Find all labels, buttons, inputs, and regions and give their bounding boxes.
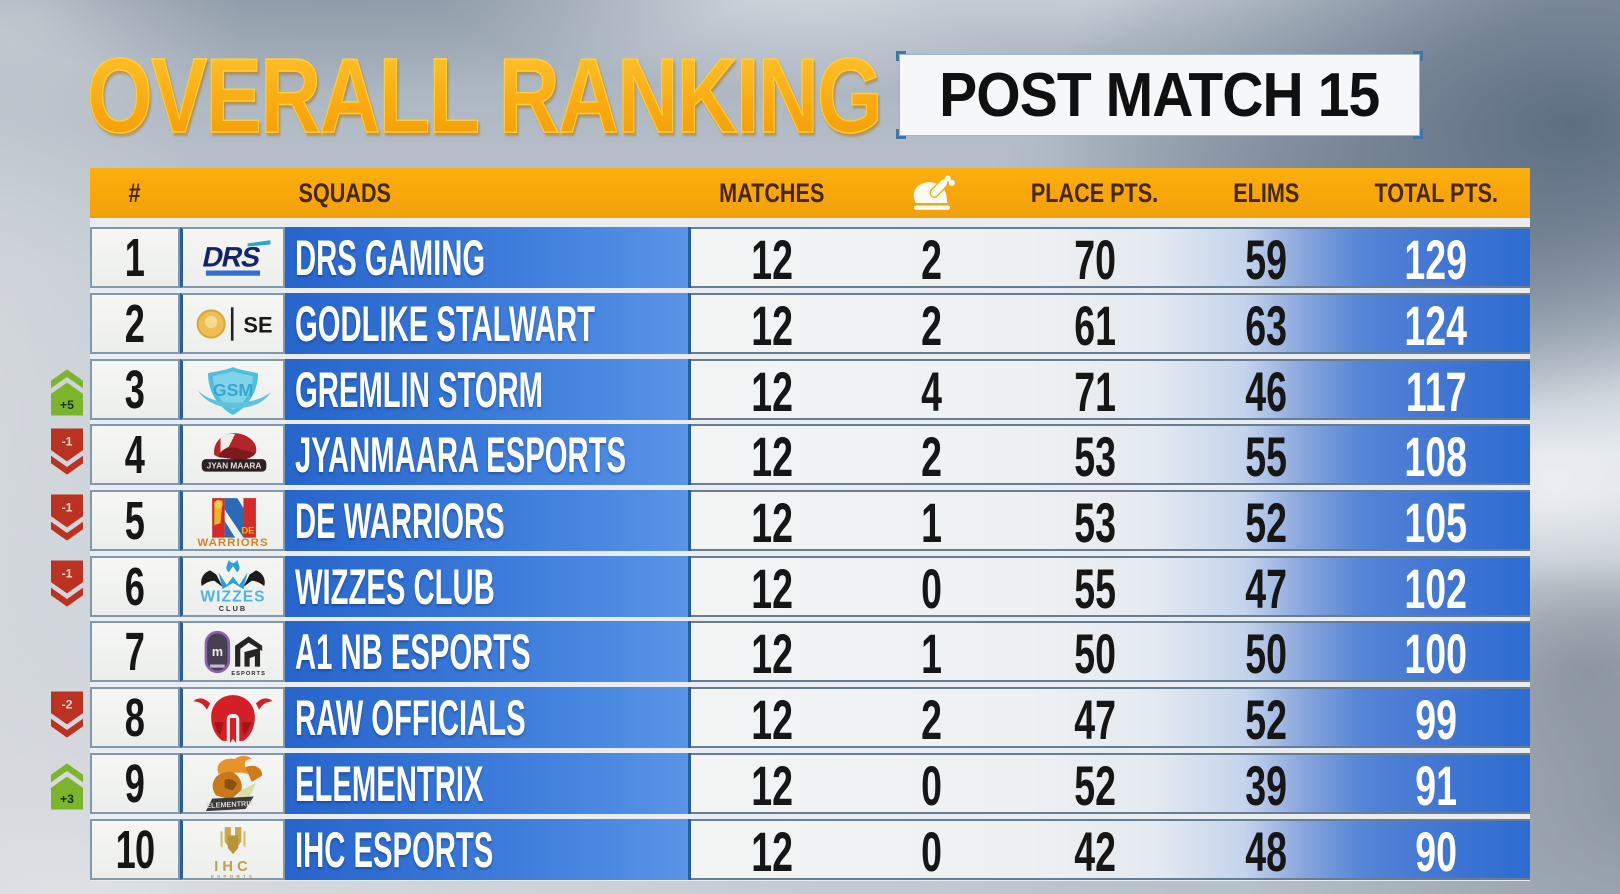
svg-text:+3: +3 xyxy=(60,792,74,806)
svg-text:WARRIORS: WARRIORS xyxy=(197,537,268,549)
svg-text:IHC: IHC xyxy=(214,858,252,874)
svg-text:JYAN MAARA: JYAN MAARA xyxy=(207,460,262,470)
svg-text:-1: -1 xyxy=(62,566,73,580)
svg-text:DE: DE xyxy=(241,525,254,535)
svg-text:ESPORTS: ESPORTS xyxy=(231,670,266,676)
svg-text:m: m xyxy=(212,645,223,659)
svg-text:WIZZES: WIZZES xyxy=(200,588,265,605)
svg-text:SE: SE xyxy=(243,312,272,337)
svg-text:ESPORTS: ESPORTS xyxy=(211,874,255,879)
svg-text:DRS: DRS xyxy=(200,241,263,273)
svg-text:-1: -1 xyxy=(62,434,73,448)
svg-text:+5: +5 xyxy=(60,398,74,412)
svg-text:GSM: GSM xyxy=(213,380,253,400)
svg-text:ELEMENTRIX: ELEMENTRIX xyxy=(206,798,253,809)
svg-text:CLUB: CLUB xyxy=(219,603,248,612)
svg-text:-1: -1 xyxy=(62,500,73,514)
svg-text:-2: -2 xyxy=(62,697,73,711)
